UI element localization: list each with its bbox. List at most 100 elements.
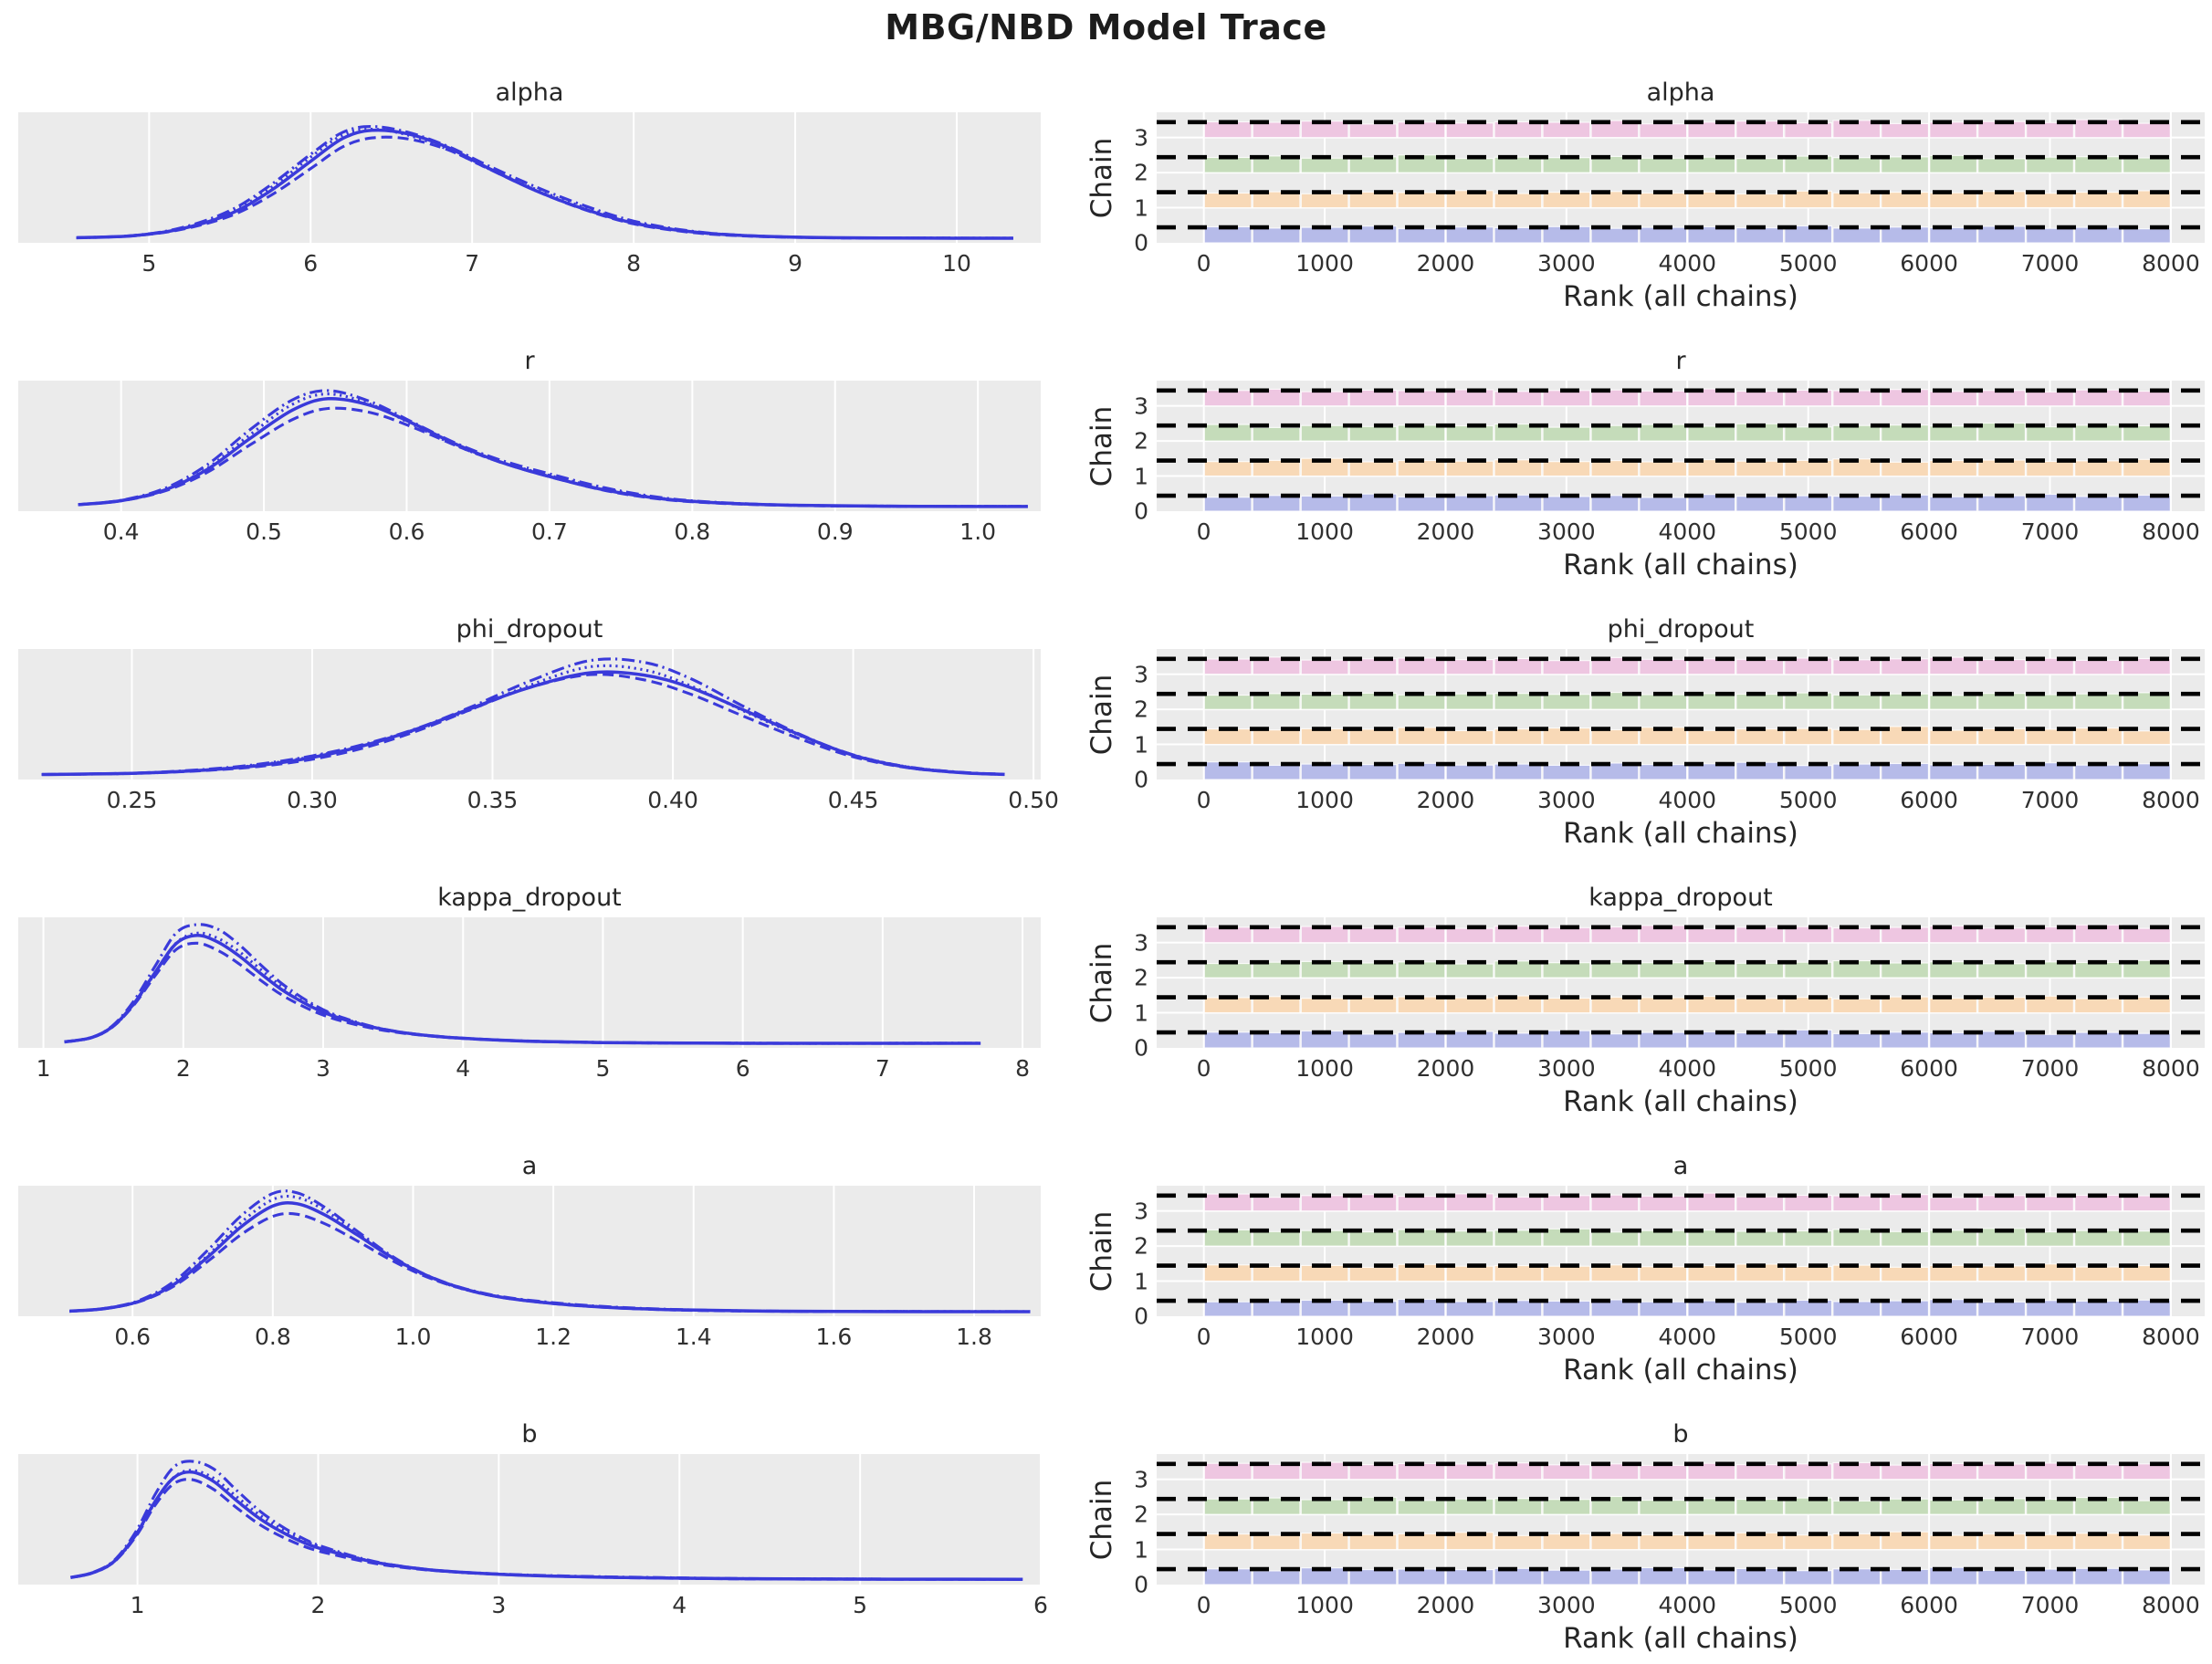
kde-canvas-phi_dropout <box>18 649 1041 780</box>
rank-bar-kappa_dropout-chain-3 <box>1542 926 1591 944</box>
rank-bar-phi_dropout-chain-2 <box>1445 693 1494 710</box>
rank-bar-kappa_dropout-chain-3 <box>1252 926 1301 944</box>
rank-canvas-r <box>1157 381 2205 511</box>
rank-bar-a-chain-3 <box>1494 1196 1543 1212</box>
rank-bar-b-chain-2 <box>1252 1497 1301 1515</box>
rank-bar-r-chain-0 <box>1445 495 1494 511</box>
rank-bar-kappa_dropout-chain-2 <box>1590 961 1640 979</box>
rank-bar-a-chain-0 <box>1735 1302 1785 1316</box>
rank-bar-b-chain-2 <box>1494 1498 1543 1515</box>
kde-canvas-b <box>18 1454 1041 1585</box>
rank-bar-alpha-chain-2 <box>1929 154 1977 173</box>
rank-bar-r-chain-3 <box>1542 390 1591 407</box>
rank-bar-a-chain-2 <box>1252 1230 1301 1247</box>
rank-xtick: 0 <box>1196 1055 1211 1082</box>
rank-bar-kappa_dropout-chain-1 <box>1590 996 1640 1014</box>
rank-bar-kappa_dropout-chain-1 <box>1300 998 1349 1014</box>
kde-canvas-a <box>18 1186 1041 1316</box>
rank-bar-phi_dropout-chain-3 <box>1494 657 1543 675</box>
rank-bar-a-chain-2 <box>1977 1228 2026 1247</box>
rank-bar-alpha-chain-0 <box>1784 225 1833 243</box>
rank-bar-kappa_dropout-chain-1 <box>1784 997 1833 1014</box>
rank-bar-a-chain-0 <box>1977 1301 2026 1316</box>
rank-xtick: 1000 <box>1295 250 1354 277</box>
kde-title-a: a <box>521 1152 538 1180</box>
rank-bar-b-chain-3 <box>1929 1462 1977 1481</box>
rank-bar-b-chain-3 <box>1445 1463 1494 1481</box>
rank-bar-phi_dropout-chain-3 <box>1784 657 1833 675</box>
trace-row-phi_dropout: phi_dropout 0.25 0.30 0.35 0.40 0.45 0.50 phi_d… <box>0 591 2212 860</box>
rank-xtick: 6000 <box>1900 787 1958 813</box>
kde-curve-alpha-chain-3 <box>76 125 1013 240</box>
rank-bar-b-chain-0 <box>1590 1568 1640 1585</box>
rank-bar-r-chain-3 <box>1784 389 1833 407</box>
rank-bar-a-chain-1 <box>2123 1265 2171 1282</box>
rank-xtick: 8000 <box>2142 1055 2200 1082</box>
rank-xlabel: Rank (all chains) <box>1563 1622 1798 1655</box>
rank-bar-phi_dropout-chain-2 <box>1203 695 1253 710</box>
kde-curve-alpha-chain-2 <box>76 127 1013 240</box>
rank-bar-alpha-chain-1 <box>1348 191 1398 209</box>
rank-xtick: 5000 <box>1778 1055 1838 1082</box>
rank-bar-r-chain-3 <box>2026 391 2074 407</box>
rank-bar-b-chain-1 <box>1397 1533 1446 1551</box>
kde-xtick: 0.6 <box>114 1324 152 1350</box>
rank-bar-r-chain-0 <box>1639 497 1688 511</box>
rank-bar-phi_dropout-chain-2 <box>2026 694 2074 710</box>
kde-xtick: 8 <box>626 250 642 277</box>
rank-bar-kappa_dropout-chain-0 <box>1494 1032 1543 1048</box>
rank-bar-b-chain-0 <box>1977 1569 2026 1585</box>
rank-bar-alpha-chain-1 <box>1687 191 1736 209</box>
rank-bar-kappa_dropout-chain-1 <box>1639 997 1688 1014</box>
rank-bar-kappa_dropout-chain-2 <box>1252 961 1301 979</box>
rank-xtick: 8000 <box>2142 787 2200 813</box>
kde-curve-alpha-chain-1 <box>76 135 1013 240</box>
rank-bar-kappa_dropout-chain-1 <box>1445 997 1494 1014</box>
rank-bar-phi_dropout-chain-2 <box>1590 692 1640 710</box>
rank-xtick: 6000 <box>1900 1592 1958 1618</box>
rank-bar-alpha-chain-3 <box>1494 120 1543 139</box>
rank-xtick: 6000 <box>1900 1055 1958 1082</box>
rank-bar-a-chain-1 <box>1639 1266 1688 1282</box>
rank-bar-a-chain-2 <box>1348 1231 1398 1247</box>
kde-curve-phi_dropout-chain-3 <box>41 657 1005 777</box>
rank-xtick: 7000 <box>2020 787 2080 813</box>
rank-xtick: 1000 <box>1295 1055 1354 1082</box>
rank-bar-alpha-chain-3 <box>1687 121 1736 139</box>
rank-bar-kappa_dropout-chain-2 <box>1542 962 1591 979</box>
rank-bar-alpha-chain-1 <box>1639 192 1688 209</box>
kde-plot-background <box>18 649 1041 780</box>
kde-title-phi_dropout: phi_dropout <box>456 615 603 644</box>
rank-ytick: 1 <box>1134 1536 1148 1564</box>
rank-title-phi_dropout: phi_dropout <box>1607 615 1755 644</box>
rank-bar-a-chain-1 <box>1881 1266 1929 1282</box>
rank-xtick: 0 <box>1196 518 1211 545</box>
rank-bar-r-chain-3 <box>1929 391 1977 407</box>
rank-ylabel: Chain <box>1085 405 1118 487</box>
rank-xtick: 2000 <box>1416 250 1475 277</box>
rank-bar-r-chain-1 <box>1494 459 1543 477</box>
rank-bar-alpha-chain-2 <box>1542 157 1591 173</box>
rank-bar-a-chain-0 <box>1203 1301 1253 1316</box>
rank-xtick: 6000 <box>1900 518 1958 545</box>
kde-canvas-alpha <box>18 112 1041 243</box>
rank-bar-b-chain-3 <box>1735 1464 1785 1481</box>
kde-xtick: 7 <box>465 250 480 277</box>
rank-bar-alpha-chain-3 <box>1639 123 1688 139</box>
rank-bar-alpha-chain-1 <box>1881 192 1929 209</box>
kde-xtick: 6 <box>1033 1592 1048 1618</box>
rank-bar-a-chain-1 <box>1252 1265 1301 1282</box>
kde-plot-background <box>18 1454 1041 1585</box>
kde-curve-kappa_dropout-chain-3 <box>64 923 981 1045</box>
rank-title-a: a <box>1672 1152 1689 1180</box>
rank-xtick: 3000 <box>1537 250 1596 277</box>
rank-bar-r-chain-2 <box>1300 424 1349 442</box>
rank-xtick: 0 <box>1196 787 1211 813</box>
kde-xtick: 0.5 <box>246 518 282 545</box>
rank-bar-alpha-chain-1 <box>1203 192 1253 209</box>
rank-bar-kappa_dropout-chain-3 <box>1494 926 1543 944</box>
rank-bar-alpha-chain-2 <box>1687 156 1736 173</box>
rank-bar-b-chain-2 <box>1300 1499 1349 1515</box>
rank-bar-r-chain-1 <box>2026 460 2074 477</box>
